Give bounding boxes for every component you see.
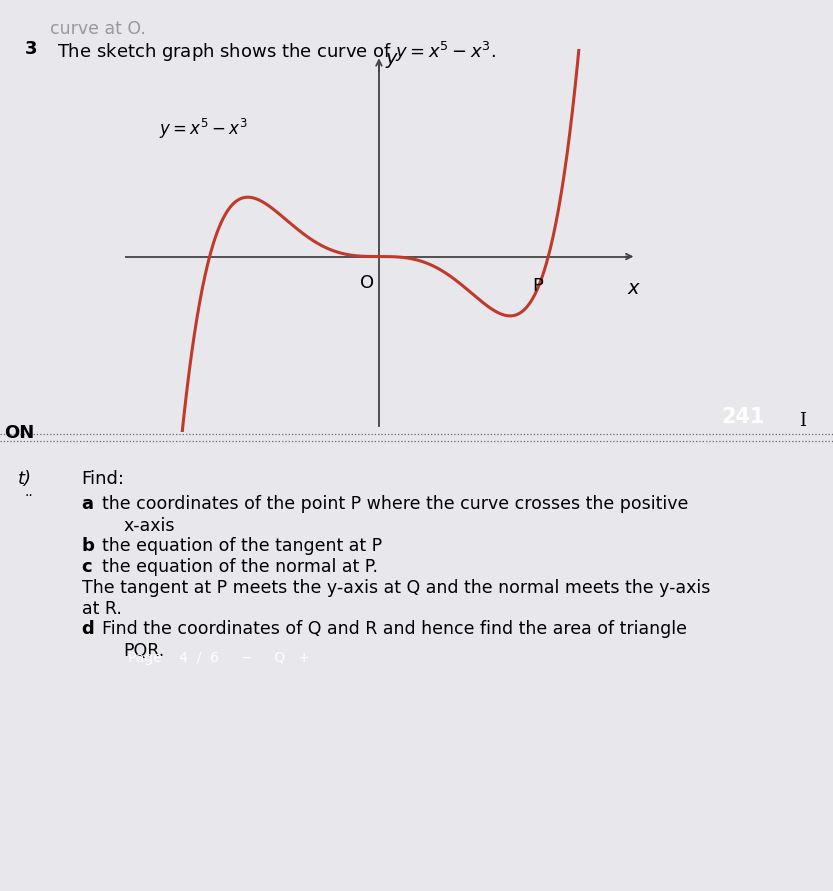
Text: curve at O.: curve at O. xyxy=(50,20,146,37)
Text: Page    4  /  6     −     Q   +: Page 4 / 6 − Q + xyxy=(128,650,310,665)
Text: I: I xyxy=(800,412,806,429)
Text: Find the coordinates of Q and R and hence find the area of triangle: Find the coordinates of Q and R and henc… xyxy=(102,620,686,638)
Text: at R.: at R. xyxy=(82,600,122,617)
Text: the coordinates of the point P where the curve crosses the positive: the coordinates of the point P where the… xyxy=(102,495,688,512)
Text: c: c xyxy=(82,558,92,576)
Text: the equation of the normal at P.: the equation of the normal at P. xyxy=(102,558,377,576)
Text: ..: .. xyxy=(25,485,34,499)
Text: 241: 241 xyxy=(721,406,766,427)
Text: t): t) xyxy=(18,470,32,488)
Text: O: O xyxy=(360,274,374,292)
Text: y: y xyxy=(386,49,397,68)
Text: $y = x^5 - x^3$: $y = x^5 - x^3$ xyxy=(159,117,247,141)
Text: ON: ON xyxy=(4,424,34,442)
Text: the equation of the tangent at P: the equation of the tangent at P xyxy=(102,537,382,555)
Text: The tangent at P meets the y-axis at Q and the normal meets the y-axis: The tangent at P meets the y-axis at Q a… xyxy=(82,579,710,597)
Text: P: P xyxy=(532,277,544,295)
Text: b: b xyxy=(82,537,94,555)
Text: The sketch graph shows the curve of $y = x^5 - x^3$.: The sketch graph shows the curve of $y =… xyxy=(57,40,496,64)
Text: a: a xyxy=(82,495,93,512)
Text: PQR.: PQR. xyxy=(123,642,165,659)
Text: x: x xyxy=(627,279,639,298)
Text: d: d xyxy=(82,620,94,638)
Text: 3: 3 xyxy=(25,40,37,58)
Text: x-axis: x-axis xyxy=(123,517,175,535)
Text: Find:: Find: xyxy=(82,470,125,488)
